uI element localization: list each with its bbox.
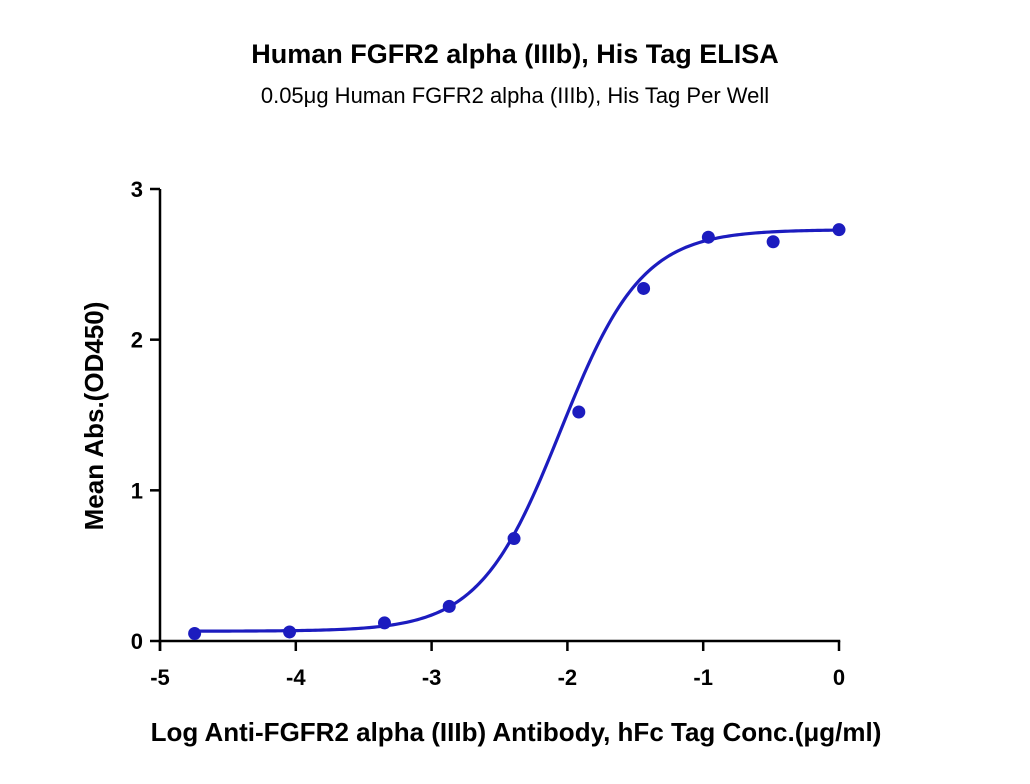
data-point [701, 230, 715, 244]
x-tick-label: -5 [150, 665, 170, 690]
data-point [832, 223, 846, 237]
data-point [377, 616, 391, 630]
data-point [766, 235, 780, 249]
y-tick-label: 3 [131, 177, 143, 202]
x-axis-ticks: -5 -4 -3 -2 -1 0 [150, 641, 845, 690]
chart-subtitle: 0.05μg Human FGFR2 alpha (IIIb), His Tag… [261, 83, 769, 108]
data-point [283, 625, 297, 639]
x-axis-label: Log Anti-FGFR2 alpha (IIIb) Antibody, hF… [151, 717, 882, 747]
y-axis-label: Mean Abs.(OD450) [79, 302, 109, 531]
axes [158, 189, 841, 651]
data-point [442, 599, 456, 613]
y-tick-label: 0 [131, 629, 143, 654]
data-point [188, 626, 202, 640]
x-tick-label: 0 [833, 665, 845, 690]
y-tick-label: 1 [131, 478, 143, 503]
x-tick-label: -2 [558, 665, 578, 690]
y-axis-ticks: 0 1 2 3 [131, 177, 160, 654]
x-tick-label: -1 [693, 665, 713, 690]
data-points-layer [188, 223, 846, 640]
fit-curve-layer [194, 228, 840, 633]
data-point [572, 405, 586, 419]
x-tick-label: -3 [422, 665, 442, 690]
fit-curve [194, 228, 840, 633]
chart-title: Human FGFR2 alpha (IIIb), His Tag ELISA [251, 39, 779, 69]
y-tick-label: 2 [131, 328, 143, 353]
data-point [507, 532, 521, 546]
data-point [637, 281, 651, 295]
x-tick-label: -4 [286, 665, 306, 690]
